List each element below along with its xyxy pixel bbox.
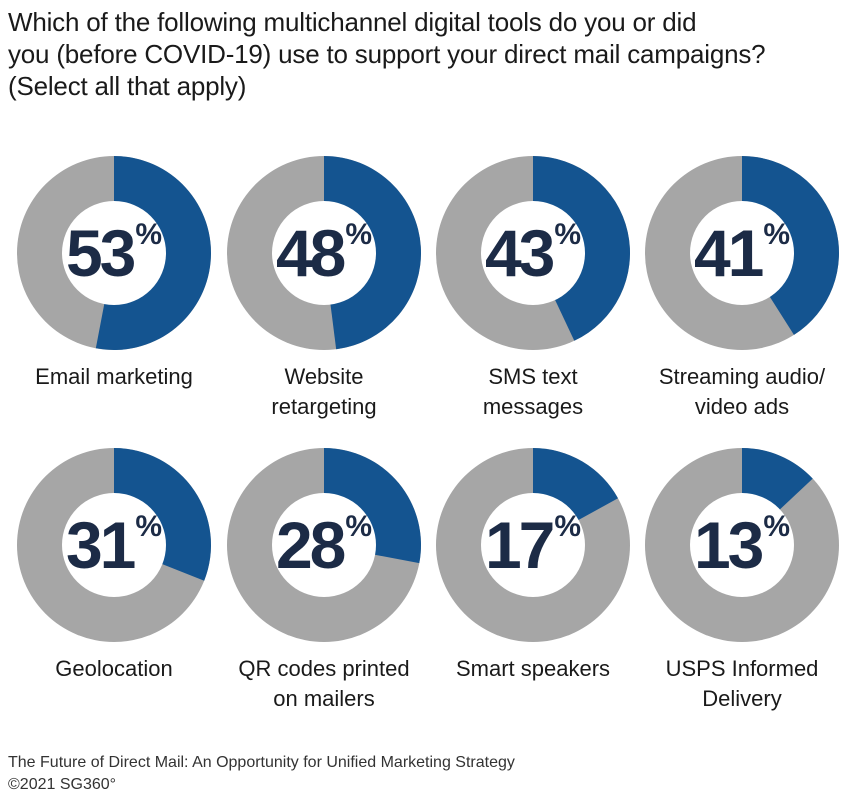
percent-symbol: % — [135, 510, 163, 543]
donut-chart — [436, 156, 630, 350]
category-label: USPS Informed Delivery — [627, 654, 853, 714]
copyright-note: ©2021 SG360° — [8, 776, 117, 793]
donut-hole — [690, 493, 794, 597]
donut-item: 48% Website retargeting — [219, 148, 429, 428]
donut-hole — [62, 201, 166, 305]
category-label-line: messages — [482, 394, 584, 419]
percent-symbol: % — [763, 218, 791, 251]
percent-symbol: % — [554, 510, 582, 543]
category-label-line: video ads — [694, 394, 790, 419]
donut-item: 53% Email marketing — [9, 148, 219, 428]
donut-hole — [481, 493, 585, 597]
category-label: Website retargeting — [209, 362, 439, 422]
donut-hole — [481, 201, 585, 305]
percentage-label: 43% — [428, 148, 638, 358]
source-note: The Future of Direct Mail: An Opportunit… — [8, 754, 515, 771]
donut-hole — [62, 493, 166, 597]
category-label-line: SMS text — [488, 364, 578, 389]
percentage-value: 13 — [693, 508, 764, 582]
percentage-label: 28% — [219, 440, 429, 650]
percent-symbol: % — [763, 510, 791, 543]
category-label-line: Delivery — [702, 686, 782, 711]
percentage-value: 41 — [693, 216, 764, 290]
percentage-label: 31% — [9, 440, 219, 650]
percent-symbol: % — [135, 218, 163, 251]
donut-hole — [690, 201, 794, 305]
chart-title-line: you (before COVID-19) use to support you… — [8, 39, 766, 69]
donut-chart — [17, 448, 212, 642]
percentage-value: 31 — [65, 508, 136, 582]
chart-title-line: (Select all that apply) — [8, 71, 247, 101]
category-label-line: USPS Informed — [665, 656, 819, 681]
category-label: SMS text messages — [418, 362, 648, 422]
category-label-line: Email marketing — [35, 364, 193, 389]
donut-item: 28% QR codes printed on mailers — [219, 440, 429, 720]
donut-hole — [272, 493, 376, 597]
chart-title-line: Which of the following multichannel digi… — [8, 7, 697, 37]
percentage-label: 53% — [9, 148, 219, 358]
percentage-label: 17% — [428, 440, 638, 650]
percentage-value: 48 — [275, 216, 346, 290]
donut-item: 17% Smart speakers — [428, 440, 638, 720]
donut-chart — [227, 448, 421, 642]
percent-symbol: % — [345, 510, 373, 543]
category-label-line: retargeting — [271, 394, 377, 419]
footer: The Future of Direct Mail: An Opportunit… — [8, 752, 515, 796]
category-label-line: Streaming audio/ — [658, 364, 826, 389]
category-label-line: QR codes printed — [238, 656, 410, 681]
percentage-value: 53 — [65, 216, 136, 290]
donut-item: 43% SMS text messages — [428, 148, 638, 428]
donut-chart — [436, 448, 630, 642]
category-label-line: Geolocation — [55, 656, 173, 681]
percentage-label: 41% — [637, 148, 847, 358]
donut-chart — [227, 156, 421, 350]
category-label: Smart speakers — [418, 654, 648, 684]
donut-chart — [645, 156, 839, 350]
percentage-label: 13% — [637, 440, 847, 650]
category-label: Email marketing — [0, 362, 229, 392]
category-label: QR codes printed on mailers — [209, 654, 439, 714]
donut-hole — [272, 201, 376, 305]
donut-chart — [645, 448, 839, 642]
donut-item: 31% Geolocation — [9, 440, 219, 720]
donut-chart — [17, 156, 212, 350]
percent-symbol: % — [345, 218, 373, 251]
donut-item: 13% USPS Informed Delivery — [637, 440, 847, 720]
percentage-value: 43 — [484, 216, 555, 290]
category-label: Streaming audio/video ads — [627, 362, 853, 422]
donut-item: 41% Streaming audio/video ads — [637, 148, 847, 428]
category-label-line: Website — [284, 364, 364, 389]
percentage-label: 48% — [219, 148, 429, 358]
percentage-value: 17 — [484, 508, 555, 582]
category-label-line: Smart speakers — [455, 656, 611, 681]
percent-symbol: % — [554, 218, 582, 251]
category-label-line: on mailers — [273, 686, 375, 711]
percentage-value: 28 — [275, 508, 346, 582]
category-label: Geolocation — [0, 654, 229, 684]
chart-title: Which of the following multichannel digi… — [8, 6, 838, 102]
